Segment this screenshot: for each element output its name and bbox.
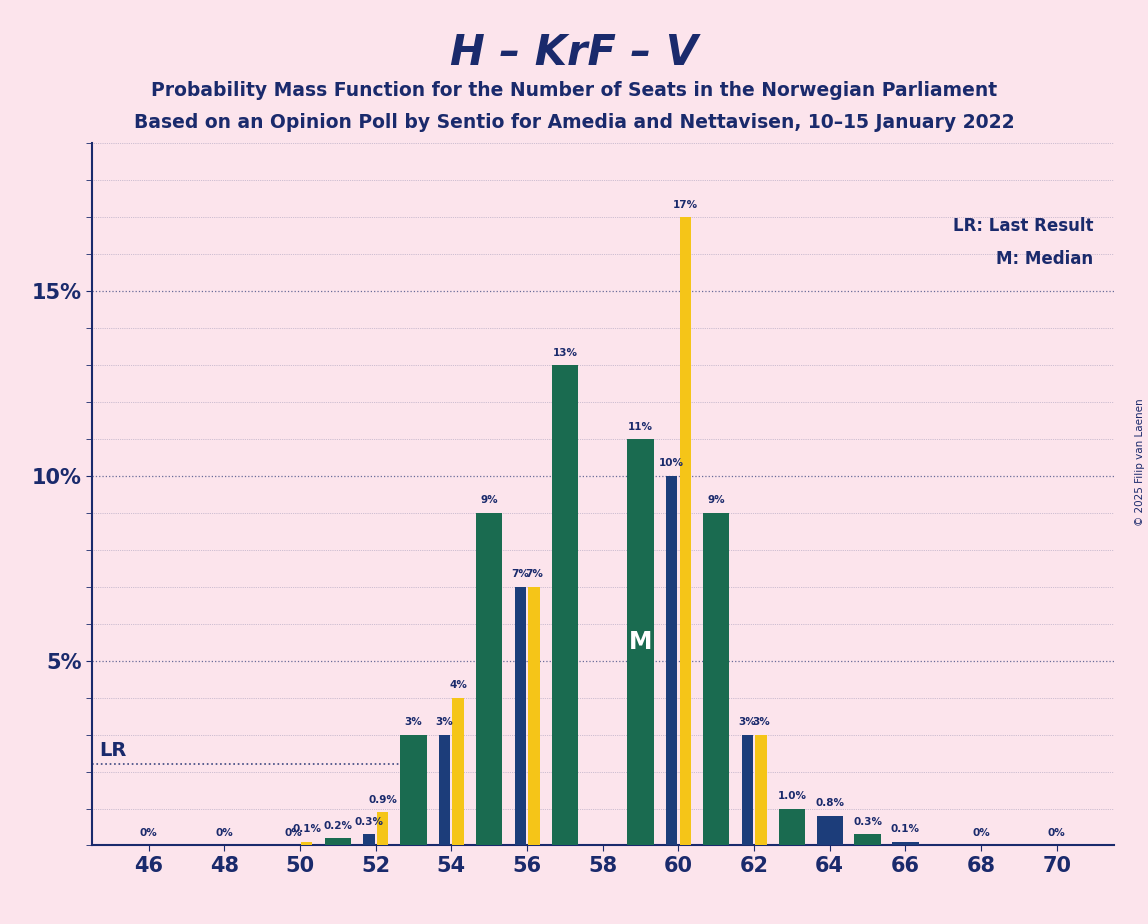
Text: 3%: 3% (738, 717, 757, 727)
Text: 0%: 0% (285, 828, 302, 838)
Text: 0.9%: 0.9% (369, 795, 397, 805)
Text: 0%: 0% (140, 828, 157, 838)
Text: 3%: 3% (404, 717, 422, 727)
Bar (301, 842, 312, 845)
Text: 0.2%: 0.2% (324, 821, 352, 831)
Text: 13%: 13% (552, 347, 577, 358)
Text: 4%: 4% (449, 680, 467, 690)
Bar (325, 838, 351, 845)
Text: 11%: 11% (628, 421, 653, 432)
Text: M: M (629, 630, 652, 654)
Text: 10%: 10% (659, 458, 684, 468)
Text: 7%: 7% (525, 569, 543, 579)
Bar (680, 217, 691, 845)
Bar (755, 735, 767, 845)
Bar (363, 834, 374, 845)
Text: LR: LR (100, 741, 126, 760)
Text: H – KrF – V: H – KrF – V (450, 32, 698, 74)
Bar (892, 842, 918, 845)
Bar (778, 808, 805, 845)
Text: 1.0%: 1.0% (777, 791, 806, 801)
Bar (514, 587, 526, 845)
Text: 0.1%: 0.1% (891, 824, 920, 834)
Bar (854, 834, 881, 845)
Bar (452, 698, 464, 845)
Bar (439, 735, 450, 845)
Bar (742, 735, 753, 845)
Bar (627, 439, 653, 845)
Bar (703, 513, 729, 845)
Text: © 2025 Filip van Laenen: © 2025 Filip van Laenen (1135, 398, 1145, 526)
Bar (528, 587, 540, 845)
Text: 0%: 0% (1048, 828, 1065, 838)
Text: 0.3%: 0.3% (355, 817, 383, 827)
Text: 0.8%: 0.8% (815, 798, 844, 808)
Text: Based on an Opinion Poll by Sentio for Amedia and Nettavisen, 10–15 January 2022: Based on an Opinion Poll by Sentio for A… (133, 113, 1015, 132)
Bar (401, 735, 427, 845)
Bar (476, 513, 503, 845)
Text: LR: Last Result: LR: Last Result (953, 217, 1093, 235)
Text: 0%: 0% (972, 828, 990, 838)
Text: M: Median: M: Median (996, 250, 1093, 268)
Bar (551, 365, 579, 845)
Text: 0.3%: 0.3% (853, 817, 882, 827)
Text: 9%: 9% (707, 495, 726, 505)
Text: Probability Mass Function for the Number of Seats in the Norwegian Parliament: Probability Mass Function for the Number… (150, 81, 998, 101)
Text: 7%: 7% (511, 569, 529, 579)
Text: 17%: 17% (673, 200, 698, 210)
Bar (377, 812, 388, 845)
Text: 3%: 3% (752, 717, 770, 727)
Text: 0.1%: 0.1% (293, 824, 321, 834)
Bar (666, 476, 677, 845)
Text: 9%: 9% (480, 495, 498, 505)
Text: 3%: 3% (435, 717, 453, 727)
Text: 0%: 0% (216, 828, 233, 838)
Bar (816, 816, 843, 845)
